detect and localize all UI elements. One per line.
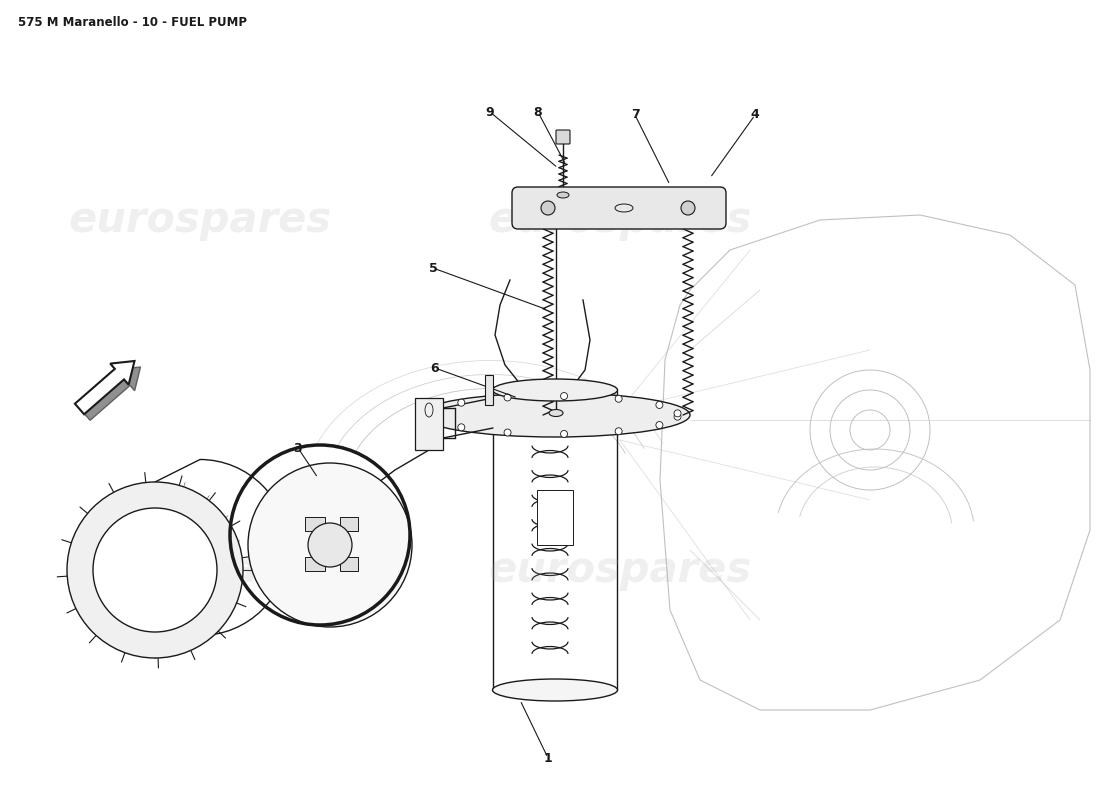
Text: 9: 9 [486,106,494,118]
Circle shape [561,430,568,438]
Text: eurospares: eurospares [68,199,331,241]
Text: 6: 6 [431,362,439,374]
Circle shape [504,394,512,401]
Circle shape [541,201,556,215]
Text: 5: 5 [429,262,438,274]
FancyBboxPatch shape [556,130,570,144]
Text: 3: 3 [294,442,302,454]
Text: 4: 4 [750,109,759,122]
Text: 7: 7 [630,109,639,122]
Ellipse shape [94,508,217,632]
Circle shape [458,424,465,431]
Circle shape [561,393,568,399]
FancyArrow shape [75,361,134,414]
Circle shape [681,201,695,215]
Bar [340,557,358,571]
Bar [537,490,573,545]
Ellipse shape [67,482,243,658]
Circle shape [432,407,439,414]
Circle shape [458,399,465,406]
Text: 2: 2 [84,523,92,537]
Circle shape [674,410,681,417]
Text: eurospares: eurospares [488,549,751,591]
Ellipse shape [420,393,690,437]
Bar [485,375,493,405]
Circle shape [504,429,512,436]
Text: 1: 1 [543,751,552,765]
Circle shape [615,428,623,434]
Circle shape [656,402,663,409]
Circle shape [308,523,352,567]
FancyArrow shape [81,367,141,420]
Text: eurospares: eurospares [68,549,331,591]
Bar [305,517,324,531]
Circle shape [615,395,623,402]
Ellipse shape [493,679,617,701]
Text: 8: 8 [534,106,542,118]
Bar [415,398,443,450]
Circle shape [656,422,663,429]
Bar [340,517,358,531]
Ellipse shape [493,379,617,401]
Ellipse shape [248,463,412,627]
Ellipse shape [549,410,563,417]
FancyBboxPatch shape [512,187,726,229]
Bar [305,557,324,571]
Text: 575 M Maranello - 10 - FUEL PUMP: 575 M Maranello - 10 - FUEL PUMP [18,15,248,29]
Circle shape [674,413,681,420]
Ellipse shape [557,192,569,198]
Circle shape [432,416,439,423]
Text: eurospares: eurospares [488,199,751,241]
